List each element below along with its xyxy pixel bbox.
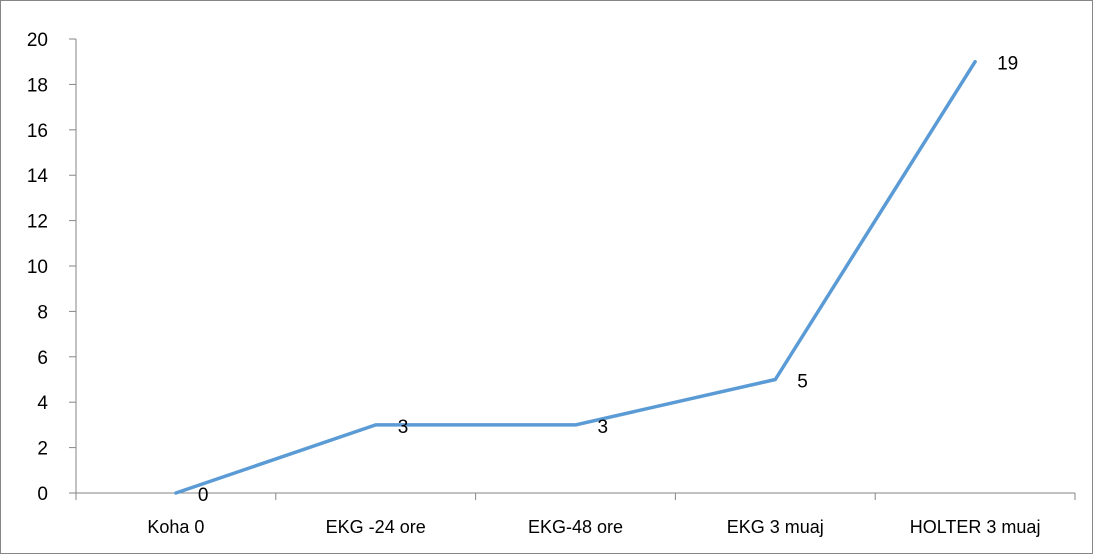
y-tick-label: 2	[37, 439, 48, 460]
y-tick-label: 8	[37, 302, 48, 323]
x-tick-label: EKG -24 ore	[326, 517, 426, 537]
data-point	[374, 423, 378, 427]
y-tick-label: 20	[27, 30, 48, 51]
x-tick-label: HOLTER 3 muaj	[910, 517, 1041, 537]
series-line	[174, 59, 977, 495]
data-label: 3	[598, 417, 609, 438]
data-point	[973, 60, 977, 64]
y-tick-label: 16	[27, 121, 48, 142]
y-axis-ticks: 0 2 4 6 8 10 12 14 16 18 20	[27, 30, 76, 505]
data-label: 19	[997, 54, 1018, 75]
x-axis-ticks: Koha 0 EKG -24 ore EKG-48 ore EKG 3 muaj HOL…	[75, 493, 1076, 537]
x-tick-label: EKG-48 ore	[528, 517, 623, 537]
y-tick-label: 14	[27, 166, 49, 187]
x-tick-label: EKG 3 muaj	[727, 517, 824, 537]
data-label: 0	[198, 485, 209, 506]
series-group	[174, 59, 977, 495]
data-label: 3	[398, 417, 409, 438]
x-tick-label: Koha 0	[147, 517, 204, 537]
y-tick-label: 12	[27, 212, 48, 233]
data-label: 5	[797, 372, 808, 393]
data-point	[174, 491, 178, 495]
data-labels: 0 3 3 5 19	[198, 54, 1018, 506]
y-tick-label: 0	[37, 484, 48, 505]
y-tick-label: 6	[37, 348, 48, 369]
y-tick-label: 10	[27, 257, 48, 278]
y-tick-label: 18	[27, 75, 48, 96]
data-point	[773, 378, 777, 381]
y-tick-label: 4	[37, 393, 48, 414]
data-point	[574, 423, 577, 427]
